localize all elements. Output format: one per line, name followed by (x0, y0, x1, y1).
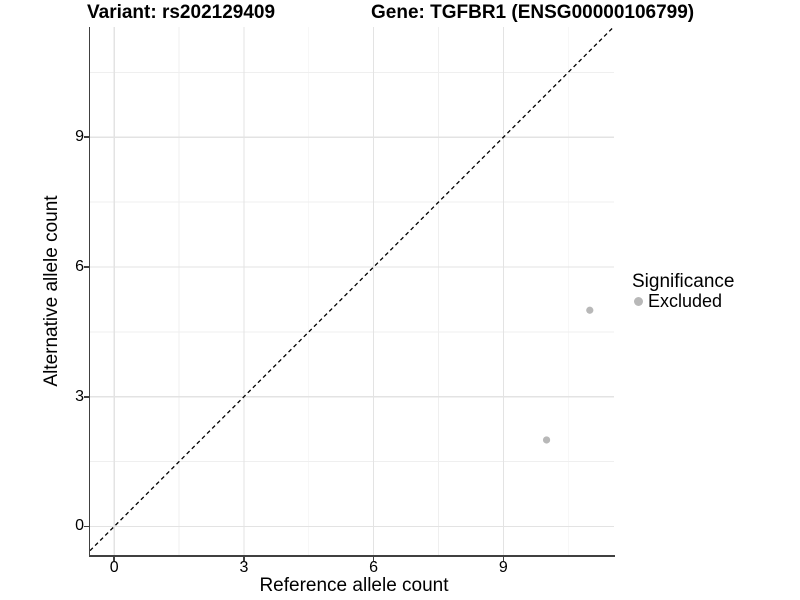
legend-item-label: Excluded (648, 291, 723, 311)
y-tick-label: 0 (75, 517, 84, 535)
x-tick-mark (502, 556, 505, 561)
x-tick-mark (113, 556, 115, 561)
x-tick-label: 6 (369, 559, 379, 576)
data-point (586, 306, 594, 314)
variant-title: Variant: rs202129409 (87, 2, 276, 23)
legend-item: Excluded (632, 292, 734, 310)
legend-title: Significance (632, 271, 735, 292)
y-tick-mark (84, 395, 89, 398)
y-tick-mark (84, 525, 89, 528)
y-tick-label: 3 (75, 387, 84, 405)
x-tick-mark (243, 556, 245, 561)
y-tick-label: 6 (75, 258, 84, 275)
x-tick-label: 9 (498, 559, 508, 576)
x-axis-title: Reference allele count (259, 575, 449, 596)
y-axis-title: Alternative allele count (41, 195, 62, 387)
y-tick-mark (84, 136, 89, 139)
legend-point-icon (634, 296, 643, 306)
x-tick-mark (372, 556, 375, 561)
x-tick-label: 0 (109, 559, 119, 576)
x-tick-label: 3 (239, 559, 249, 576)
plot-panel (90, 27, 614, 555)
legend-items: Excluded (632, 292, 734, 310)
gene-title: Gene: TGFBR1 (ENSG00000106799) (371, 2, 695, 23)
plot-area (90, 27, 614, 555)
x-axis-line (88, 555, 615, 557)
y-tick-label: 9 (75, 128, 84, 146)
legend: Significance Excluded (632, 272, 734, 310)
y-axis-line (88, 27, 91, 557)
y-tick-mark (84, 266, 89, 268)
data-point (542, 436, 551, 444)
identity-line (90, 27, 614, 552)
